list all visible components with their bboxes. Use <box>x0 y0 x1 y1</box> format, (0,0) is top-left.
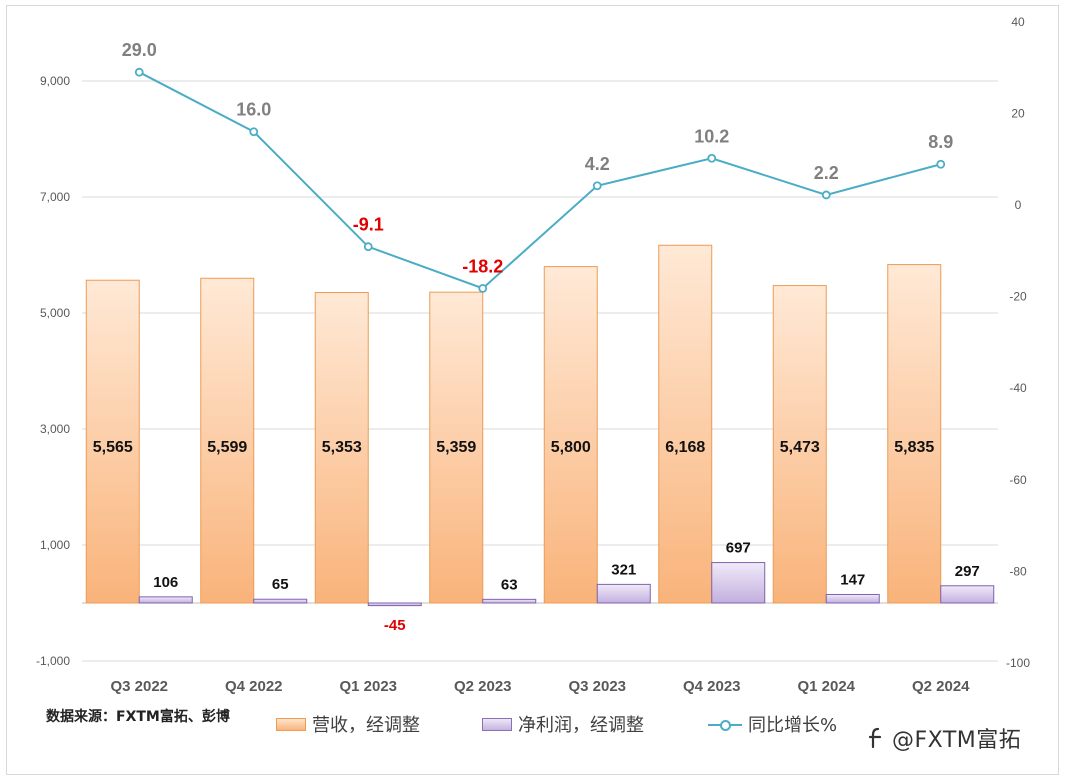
x-axis: Q3 2022 Q4 2022 Q1 2023 Q2 2023 Q3 2023 Q4 20… <box>110 678 970 695</box>
growth-data-label: 29.0 <box>122 40 157 60</box>
profit-data-label: 65 <box>272 576 289 593</box>
profit-bar <box>940 585 995 604</box>
y-left-tick-label: 9,000 <box>40 74 70 88</box>
x-tick-label: Q3 2022 <box>110 678 168 695</box>
growth-data-label: 8.9 <box>928 132 953 152</box>
y-right-tick-label: -60 <box>1009 473 1027 487</box>
growth-line-path <box>138 71 942 290</box>
legend-label-profit: 净利润，经调整 <box>518 715 644 736</box>
y-left-tick-label: 1,000 <box>40 538 70 552</box>
y-right-tick-label: 0 <box>1015 198 1022 212</box>
legend-item-growth: 同比增长% <box>708 711 837 737</box>
profit-bar <box>138 596 193 604</box>
x-tick-label: Q1 2024 <box>797 678 855 695</box>
profit-data-label: 106 <box>153 574 178 591</box>
bars <box>85 244 995 607</box>
x-tick-label: Q4 2022 <box>225 678 283 695</box>
x-tick-label: Q3 2023 <box>568 678 626 695</box>
profit-bar <box>367 602 422 607</box>
profit-bar <box>482 598 537 604</box>
growth-data-label: 10.2 <box>694 126 729 146</box>
legend-swatch-revenue <box>276 717 306 731</box>
growth-point <box>363 242 373 252</box>
growth-data-label: -18.2 <box>462 256 503 276</box>
y-right-tick-label: 20 <box>1011 106 1025 120</box>
y-left-tick-label: 7,000 <box>40 190 70 204</box>
revenue-data-label: 5,599 <box>207 439 247 456</box>
growth-point <box>592 181 602 191</box>
revenue-bar <box>429 291 484 604</box>
chart-frame <box>6 5 1059 775</box>
y-left-tick-label: -1,000 <box>36 654 70 668</box>
profit-bar <box>825 593 880 604</box>
legend-swatch-profit <box>482 717 512 731</box>
profit-bar <box>711 562 766 604</box>
growth-point <box>478 283 488 293</box>
y-right-tick-label: -40 <box>1009 381 1027 395</box>
y-axis-right: -100 -80 -60 -40 -20 0 20 40 <box>1006 15 1030 670</box>
revenue-bar <box>85 279 140 604</box>
revenue-data-label: 5,800 <box>551 439 591 456</box>
revenue-data-label: 5,359 <box>436 439 476 456</box>
watermark: @FXTM富拓 <box>868 722 1021 754</box>
x-tick-label: Q2 2024 <box>912 678 970 695</box>
profit-data-label: 297 <box>955 563 980 580</box>
legend-item-profit: 净利润，经调整 <box>482 711 644 737</box>
revenue-data-label: 6,168 <box>665 439 705 456</box>
legend-label-growth: 同比增长% <box>748 715 838 736</box>
growth-data-label: 2.2 <box>814 163 839 183</box>
revenue-bar <box>658 244 713 604</box>
profit-data-label: 697 <box>726 540 751 557</box>
y-left-tick-label: 3,000 <box>40 422 70 436</box>
y-right-tick-label: -100 <box>1006 656 1030 670</box>
profit-data-label: -45 <box>384 617 406 634</box>
revenue-bar <box>543 266 598 604</box>
revenue-data-label: 5,565 <box>93 439 133 456</box>
revenue-bar <box>314 292 369 604</box>
growth-point <box>821 190 831 200</box>
revenue-data-label: 5,835 <box>894 439 934 456</box>
y-right-tick-label: -80 <box>1009 564 1027 578</box>
y-right-tick-label: -20 <box>1009 290 1027 304</box>
growth-data-label: -9.1 <box>353 215 384 235</box>
profit-bar <box>253 598 308 604</box>
growth-point <box>249 127 259 137</box>
legend-item-revenue: 营收，经调整 <box>276 711 420 737</box>
y-axis-left: -1,000 1,000 3,000 5,000 7,000 9,000 <box>36 74 70 668</box>
growth-point <box>707 153 717 163</box>
x-tick-label: Q1 2023 <box>339 678 397 695</box>
growth-point <box>134 67 144 77</box>
y-right-tick-label: 40 <box>1011 15 1025 29</box>
profit-bar <box>596 583 651 604</box>
revenue-bar <box>200 277 255 604</box>
profit-data-label: 63 <box>501 576 518 593</box>
revenue-data-label: 5,473 <box>780 439 820 456</box>
growth-point <box>936 159 946 169</box>
legend-swatch-growth <box>708 718 742 731</box>
legend-label-revenue: 营收，经调整 <box>312 715 420 736</box>
source-note: 数据来源：FXTM富拓、彭博 <box>46 709 230 725</box>
y-left-tick-label: 5,000 <box>40 306 70 320</box>
profit-data-label: 147 <box>840 571 865 588</box>
watermark-logo-icon <box>868 727 882 749</box>
data-labels: 5,565 106 5,599 65 5,353 -45 5,359 63 5,800 321 6,… <box>93 40 980 634</box>
revenue-bar <box>887 264 942 604</box>
growth-line <box>134 67 946 293</box>
x-tick-label: Q2 2023 <box>454 678 512 695</box>
x-tick-label: Q4 2023 <box>683 678 741 695</box>
revenue-data-label: 5,353 <box>322 439 362 456</box>
growth-data-label: 16.0 <box>236 100 271 120</box>
watermark-text: @FXTM富拓 <box>892 728 1022 753</box>
growth-data-label: 4.2 <box>585 154 610 174</box>
profit-data-label: 321 <box>611 561 636 578</box>
revenue-bar <box>772 285 827 604</box>
